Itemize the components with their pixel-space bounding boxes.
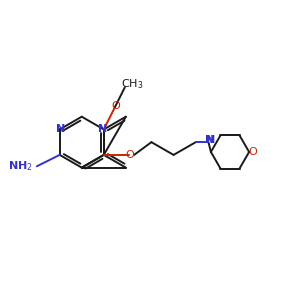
Text: N: N: [56, 124, 65, 134]
Text: N: N: [205, 135, 214, 145]
Text: O: O: [249, 147, 257, 157]
Text: O: O: [112, 101, 121, 111]
Text: O: O: [126, 150, 135, 160]
Text: CH$_3$: CH$_3$: [122, 77, 144, 91]
Text: N: N: [206, 135, 215, 145]
Text: NH$_2$: NH$_2$: [8, 159, 33, 173]
Text: N: N: [98, 124, 107, 134]
